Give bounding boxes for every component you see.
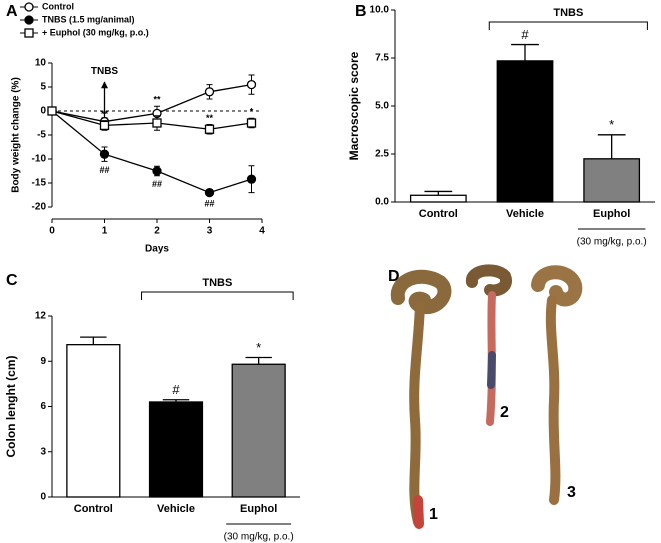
photo-label: 3 [567, 484, 576, 501]
y-tick-label: -5 [37, 130, 46, 141]
bar [148, 401, 204, 498]
marker [152, 166, 162, 176]
x-tick-label: Control [74, 503, 113, 515]
y-tick-label: 0 [40, 106, 46, 117]
y-tick-label: 6 [40, 401, 46, 412]
significance-label: * [250, 107, 254, 117]
marker [204, 87, 215, 97]
y-tick-label: 0 [40, 492, 46, 503]
significance-label: # [521, 27, 529, 42]
y-tick-label: 10 [35, 58, 47, 69]
y-tick-label: 12 [35, 311, 47, 322]
x-axis-label: Days [145, 244, 169, 255]
y-tick-label: -20 [32, 202, 47, 213]
panel-letter: C [6, 272, 18, 289]
colon-3 [531, 265, 583, 307]
y-tick-label: 3 [40, 446, 46, 457]
x-tick-label: 2 [154, 226, 160, 237]
significance-label: ** [153, 95, 161, 105]
error-bar [80, 336, 107, 345]
x-tick-label: Euphol [240, 503, 277, 515]
y-tick-label: 0.0 [375, 197, 389, 208]
y-axis-label: Body weight change (%) [11, 77, 22, 193]
significance-label: * [256, 340, 261, 355]
marker [99, 120, 110, 131]
bar [496, 60, 554, 203]
arrow-label: TNBS [91, 66, 119, 77]
bar [231, 363, 286, 498]
y-tick-label: -15 [32, 178, 47, 189]
y-tick-label: 10.0 [370, 5, 390, 16]
legend-label: Control [42, 1, 74, 11]
colon-2 [466, 264, 512, 297]
x-tick-label: Euphol [593, 208, 630, 220]
legend-label: + Euphol (30 mg/kg, p.o.) [42, 27, 149, 37]
legend-marker [24, 15, 34, 25]
significance-label: ## [204, 198, 214, 208]
colon-2-dark [487, 351, 496, 389]
colon-1 [409, 301, 425, 527]
panel-letter: A [6, 3, 18, 20]
category-note: (30 mg/kg, p.o.) [577, 237, 647, 248]
x-tick-label: Vehicle [506, 208, 544, 220]
bracket [488, 21, 648, 30]
marker [152, 118, 162, 128]
y-axis-label: Colon lenght (cm) [4, 356, 18, 458]
error-bar [511, 43, 539, 61]
bar [583, 158, 641, 203]
x-tick-label: 1 [102, 226, 108, 237]
x-tick-label: 3 [207, 226, 213, 237]
x-tick-label: Vehicle [157, 503, 195, 515]
marker [204, 187, 215, 198]
legend-marker [24, 28, 34, 38]
error-bar [597, 134, 626, 159]
colon-3 [545, 295, 561, 505]
significance-label: ** [206, 113, 214, 123]
marker [246, 118, 257, 128]
x-tick-label: 4 [259, 226, 265, 237]
significance-label: * [609, 117, 614, 132]
marker [204, 124, 215, 134]
bar [409, 194, 467, 203]
marker [99, 149, 110, 159]
panel-letter: B [355, 3, 367, 20]
y-tick-label: 7.5 [375, 53, 389, 64]
y-tick-label: 9 [40, 356, 46, 367]
photo-label: 2 [500, 404, 509, 421]
y-tick-label: -10 [32, 154, 47, 165]
significance-label: # [172, 382, 180, 397]
x-tick-label: 0 [49, 226, 55, 237]
colon-1-end [413, 495, 424, 529]
bracket-label: TNBS [553, 7, 583, 19]
marker [47, 106, 57, 116]
y-tick-label: 5 [40, 82, 46, 93]
bracket-label: TNBS [202, 277, 232, 289]
panel-letter: D [388, 268, 400, 285]
bracket [141, 291, 294, 300]
photo-panel: D 1 2 3 [388, 264, 583, 529]
arrow-head [101, 81, 108, 89]
category-note: (30 mg/kg, p.o.) [224, 532, 294, 543]
bar [66, 344, 121, 498]
legend-marker [24, 2, 34, 12]
y-axis-label: Macroscopic score [347, 51, 361, 160]
series-line [51, 83, 252, 123]
marker [246, 79, 257, 90]
y-tick-label: 5.0 [375, 101, 389, 112]
significance-label: ** [101, 109, 109, 119]
photo-label: 1 [429, 506, 438, 523]
error-bar [245, 356, 272, 365]
significance-label: ## [99, 165, 109, 175]
y-tick-label: 2.5 [375, 149, 389, 160]
legend-label: TNBS (1.5 mg/animal) [42, 14, 135, 24]
x-tick-label: Control [419, 208, 458, 220]
marker [246, 174, 257, 184]
colon-1 [390, 269, 452, 315]
significance-label: ## [152, 179, 162, 189]
